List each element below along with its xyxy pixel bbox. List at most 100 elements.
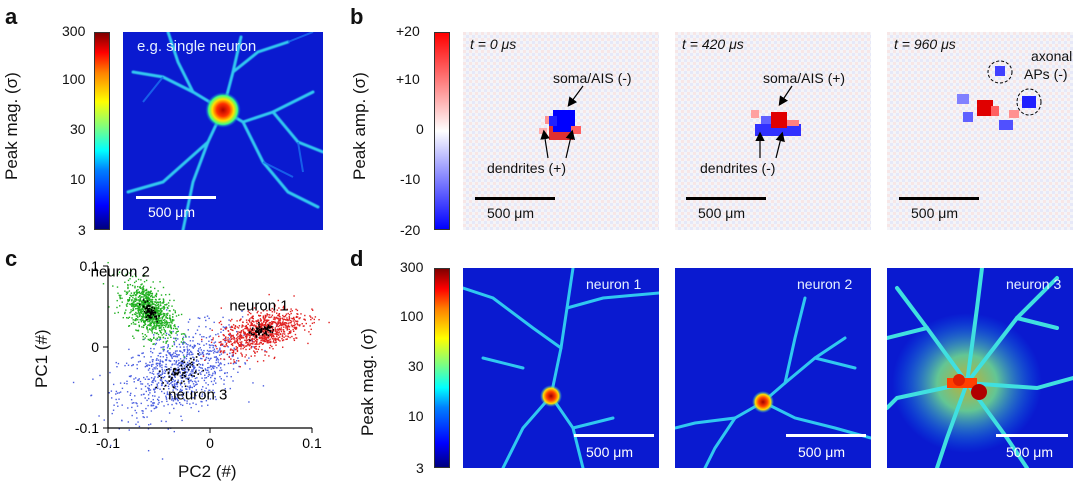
scatter-point	[154, 391, 156, 393]
scatter-core-point	[154, 315, 157, 318]
scatter-point	[271, 334, 273, 336]
scatter-point	[280, 309, 282, 311]
scatter-point	[141, 317, 143, 320]
scatter-point	[224, 326, 226, 329]
scatter-point	[162, 361, 164, 363]
scatter-point	[239, 319, 241, 322]
scatter-point	[117, 362, 120, 365]
scatter-point	[141, 352, 143, 355]
scatter-point	[173, 383, 176, 385]
scatter-point	[258, 343, 261, 345]
scatter-point	[171, 319, 173, 321]
scatter-point	[146, 304, 148, 306]
scatter-point	[153, 367, 155, 369]
scatter-point	[157, 359, 160, 361]
scatter-core-point	[176, 373, 179, 376]
scatter-point	[172, 400, 175, 402]
scatter-point	[190, 379, 192, 382]
scatter-point	[201, 352, 204, 355]
scatter-core-point	[269, 331, 272, 333]
scatter-point	[281, 339, 284, 342]
scatter-point	[227, 346, 229, 348]
scatter-point	[147, 324, 150, 326]
scatter-point	[164, 322, 166, 324]
frame-420us-dendrites-label: dendrites (-)	[700, 160, 776, 176]
scatter-point	[143, 313, 145, 315]
scatter-point	[180, 415, 182, 418]
scatter-core-point	[152, 314, 155, 316]
scatter-point	[273, 357, 275, 360]
scatter-core-point	[257, 331, 259, 333]
scatter-point	[128, 299, 131, 302]
scatter-point	[239, 336, 242, 338]
scatter-point	[148, 388, 150, 390]
scatter-point	[168, 412, 171, 414]
scatter-point	[224, 388, 226, 390]
scatter-point	[112, 409, 115, 411]
scatter-point	[152, 306, 154, 308]
scatter-point	[242, 329, 244, 331]
scatter-point	[273, 316, 275, 318]
scatter-point	[90, 394, 92, 397]
scatter-point	[140, 303, 143, 305]
scatter-point	[163, 328, 165, 331]
scatter-point	[169, 314, 171, 317]
scatter-point	[252, 315, 254, 317]
scatter-point	[152, 319, 154, 321]
scatter-point	[282, 305, 285, 308]
scatter-point	[167, 403, 169, 406]
scatter-point	[202, 352, 204, 354]
scatter-point	[152, 398, 154, 401]
scatter-point	[161, 368, 163, 371]
scatter-point	[161, 380, 163, 383]
scatter-point	[142, 352, 144, 354]
scatter-point	[264, 318, 266, 321]
scatter-point	[138, 315, 141, 318]
scatter-point	[163, 313, 166, 315]
scatter-point	[176, 394, 179, 397]
scatter-point	[155, 304, 157, 307]
scatter-point	[229, 349, 232, 351]
scatter-point	[168, 310, 171, 312]
scatter-point	[269, 338, 271, 340]
scatter-core-point	[155, 317, 158, 319]
scatter-point	[157, 312, 159, 314]
scatter-point	[225, 339, 227, 341]
scatter-point	[133, 323, 135, 325]
scatter-core-point	[168, 380, 170, 382]
scatter-point	[149, 292, 152, 294]
scatter-point	[266, 323, 269, 326]
scatter-point	[134, 319, 136, 321]
scatter-point	[246, 328, 248, 330]
scatter-point	[277, 317, 279, 319]
scatter-point	[236, 334, 238, 336]
scatter-point	[111, 412, 113, 415]
scatter-point	[130, 323, 133, 325]
scatter-point	[156, 385, 159, 387]
scatter-point	[162, 350, 165, 352]
scatter-point	[185, 357, 188, 360]
scatter-point	[144, 311, 146, 314]
scatter-point	[205, 387, 207, 389]
scatter-point	[203, 379, 206, 382]
scatter-point	[238, 344, 240, 346]
scatter-point	[127, 317, 129, 319]
scatter-point	[215, 333, 217, 336]
scatter-point	[251, 320, 253, 322]
scatter-point	[152, 402, 154, 404]
scatter-point	[163, 324, 166, 327]
scatter-core-point	[150, 316, 153, 319]
scatter-point	[171, 378, 174, 380]
scatter-point	[185, 336, 187, 338]
scatter-point	[205, 326, 207, 328]
scatter-core-point	[264, 327, 266, 329]
scatter-point	[177, 354, 179, 356]
scatter-core-point	[177, 368, 180, 371]
scatter-point	[165, 342, 167, 344]
scatter-point	[216, 351, 219, 354]
scatter-point	[265, 351, 268, 353]
scatter-point	[196, 329, 199, 331]
scatter-point	[241, 324, 244, 327]
scatter-point	[159, 365, 161, 368]
scatter-point	[145, 306, 147, 308]
